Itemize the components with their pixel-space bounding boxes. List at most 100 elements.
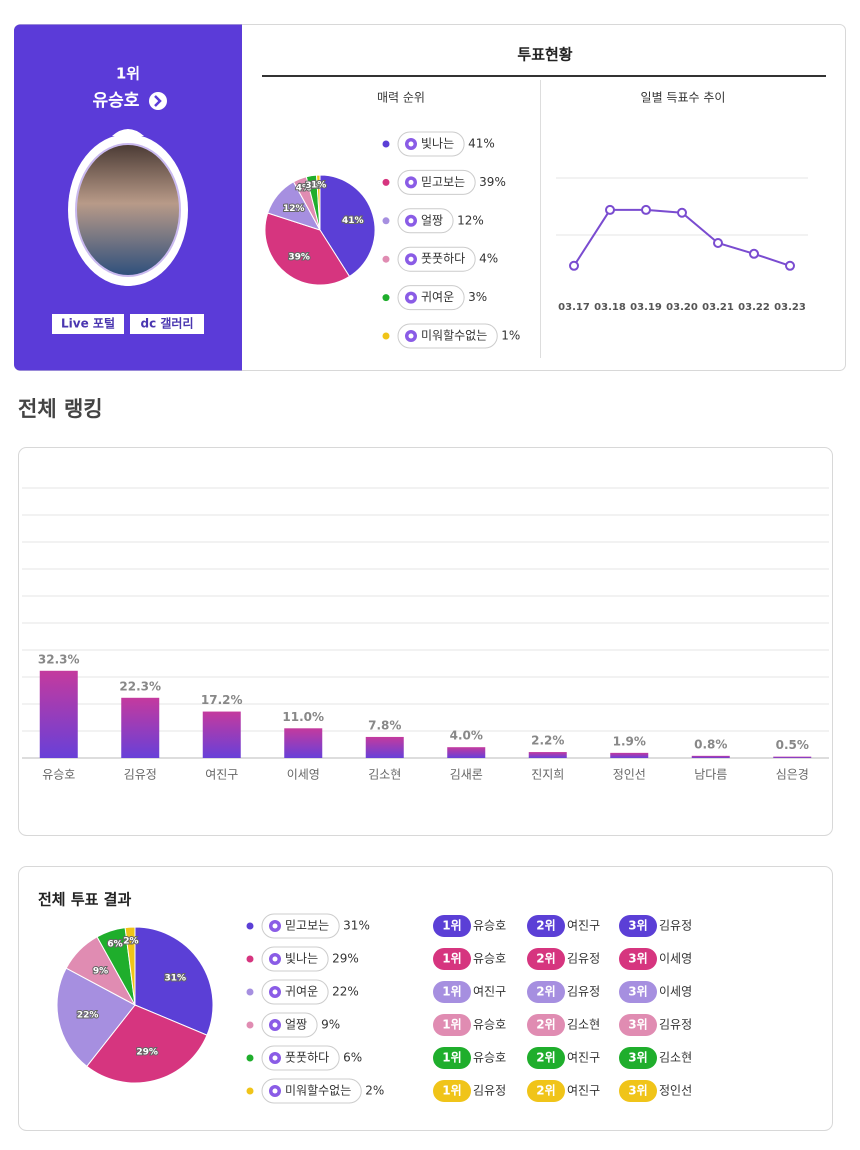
- bar: [365, 736, 404, 758]
- slice-label: 12%: [283, 204, 305, 214]
- rank-badge: [433, 981, 471, 1003]
- legend-pill[interactable]: [397, 285, 465, 311]
- legend-item[interactable]: 믿고보는: [261, 913, 340, 939]
- legend-value: 31%: [343, 919, 370, 933]
- legend-value: 4%: [479, 252, 498, 266]
- legend-label[interactable]: 빛나는: [285, 952, 318, 966]
- rank-badge: [619, 1014, 657, 1036]
- legend-pill[interactable]: [261, 913, 340, 939]
- legend-pill[interactable]: [397, 323, 498, 349]
- line-point: [677, 207, 687, 218]
- button-label[interactable]: dc 갤러리: [140, 316, 193, 331]
- legend-item[interactable]: 풋풋하다: [397, 246, 476, 272]
- legend-dot: [382, 294, 390, 302]
- legend-label[interactable]: 믿고보는: [285, 919, 329, 933]
- legend-icon-core: [272, 1088, 278, 1094]
- button[interactable]: [130, 314, 204, 334]
- legend-value: 6%: [343, 1051, 362, 1065]
- legend-dot: [382, 178, 390, 186]
- x-tick-label: 03.21: [702, 302, 734, 313]
- button-label[interactable]: Live 포털: [61, 316, 115, 331]
- rank-badge: [433, 1047, 471, 1069]
- rank-badge-label: 1위: [442, 1051, 461, 1065]
- legend-item[interactable]: 빛나는: [397, 131, 465, 157]
- legend-pill[interactable]: [397, 131, 465, 157]
- legend-item[interactable]: 얼짱: [261, 1012, 318, 1038]
- x-tick-label: 김유정: [124, 768, 157, 782]
- legend-label[interactable]: 풋풋하다: [421, 252, 465, 266]
- rank-name: 김유정: [659, 919, 692, 933]
- legend-item[interactable]: 믿고보는: [397, 169, 476, 195]
- legend-pill[interactable]: [261, 1045, 340, 1071]
- legend-pill[interactable]: [397, 246, 476, 272]
- legend-item[interactable]: 얼짱: [397, 208, 454, 234]
- legend-value: 41%: [468, 137, 495, 151]
- legend-item[interactable]: 귀여운: [397, 285, 465, 311]
- legend-value: 3%: [468, 290, 487, 304]
- legend-label[interactable]: 얼짱: [285, 1018, 307, 1032]
- profile-link-icon[interactable]: [149, 92, 167, 110]
- bar: [773, 756, 812, 758]
- legend-item[interactable]: 미워할수없는: [261, 1078, 362, 1104]
- legend-dot: [246, 1054, 254, 1062]
- rank-name: 유승호: [473, 1018, 506, 1032]
- legend-label[interactable]: 미워할수없는: [285, 1084, 351, 1098]
- rank-badge: [433, 1080, 471, 1102]
- legend-label[interactable]: 빛나는: [421, 137, 454, 151]
- rank-badge-label: 1위: [442, 985, 461, 999]
- legend-pill[interactable]: [397, 169, 476, 195]
- bar-value-label: 0.5%: [776, 738, 809, 752]
- rank-badge: [527, 981, 565, 1003]
- legend-pill[interactable]: [397, 208, 454, 234]
- legend-label[interactable]: 귀여운: [285, 985, 318, 999]
- legend-icon-core: [272, 1055, 278, 1061]
- x-tick-label: 03.23: [774, 302, 806, 313]
- legend-value: 29%: [332, 952, 359, 966]
- legend-pill[interactable]: [261, 946, 329, 972]
- legend-dot: [246, 1087, 254, 1095]
- chart-title: 매력 순위: [377, 91, 425, 105]
- legend-icon-core: [272, 1022, 278, 1028]
- legend-label[interactable]: 믿고보는: [421, 175, 465, 189]
- slice-label: 31%: [164, 974, 186, 984]
- bar: [284, 728, 323, 758]
- rank-badge: [619, 1047, 657, 1069]
- rank-name: 여진구: [567, 1051, 600, 1065]
- rank-name: 이세영: [659, 985, 692, 999]
- legend-pill[interactable]: [261, 979, 329, 1005]
- rank-badge-label: 3위: [628, 1051, 647, 1065]
- legend-item[interactable]: 미워할수없는: [397, 323, 498, 349]
- bar-value-label: 0.8%: [694, 737, 727, 751]
- legend-item[interactable]: 빛나는: [261, 946, 329, 972]
- bar: [447, 747, 486, 758]
- rank-name: 유승호: [473, 919, 506, 933]
- legend-label[interactable]: 귀여운: [421, 290, 454, 304]
- legend-label[interactable]: 풋풋하다: [285, 1051, 329, 1065]
- legend-item[interactable]: 귀여운: [261, 979, 329, 1005]
- line-point: [641, 204, 651, 215]
- legend-dot: [246, 922, 254, 930]
- legend-dot: [382, 140, 390, 148]
- button[interactable]: [52, 314, 124, 334]
- legend-pill[interactable]: [261, 1012, 318, 1038]
- x-tick-label: 03.20: [666, 302, 698, 313]
- slice-label: 2%: [123, 937, 138, 947]
- bar-value-label: 17.2%: [201, 693, 243, 707]
- rank-badge-label: 1위: [442, 1084, 461, 1098]
- slice-label: 41%: [342, 216, 364, 226]
- rank-badge-label: 3위: [628, 952, 647, 966]
- slice-label: 22%: [77, 1010, 99, 1020]
- legend-item[interactable]: 풋풋하다: [261, 1045, 340, 1071]
- pie-slice: [86, 1004, 208, 1084]
- legend-pill[interactable]: [261, 1078, 362, 1104]
- legend-label[interactable]: 얼짱: [421, 213, 443, 227]
- bar: [202, 711, 241, 758]
- slice-label: 6%: [107, 940, 122, 950]
- rank-badge-label: 3위: [628, 985, 647, 999]
- rank-badge: [433, 915, 471, 937]
- x-tick-label: 정인선: [613, 768, 646, 782]
- line-point: [605, 204, 615, 215]
- legend-label[interactable]: 미워할수없는: [421, 329, 487, 343]
- line-point: [785, 260, 795, 271]
- profile-name[interactable]: 유승호: [93, 91, 140, 111]
